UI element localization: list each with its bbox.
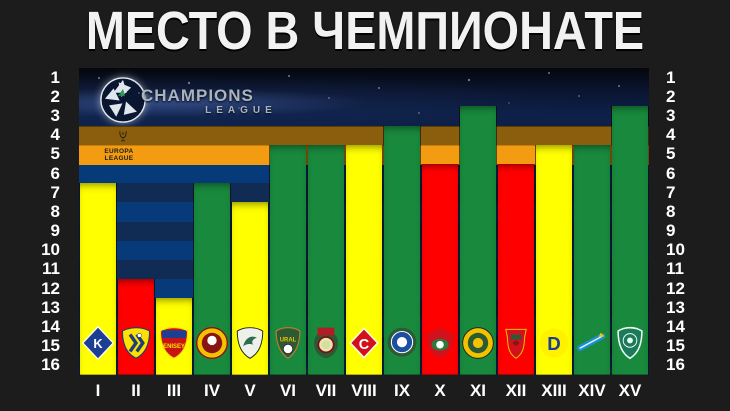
- svg-text:K: K: [93, 336, 103, 351]
- svg-text:URAL: URAL: [280, 337, 297, 343]
- svg-text:D: D: [547, 333, 561, 354]
- svg-text:ENISEY: ENISEY: [163, 344, 185, 350]
- svg-text:C: C: [359, 337, 370, 353]
